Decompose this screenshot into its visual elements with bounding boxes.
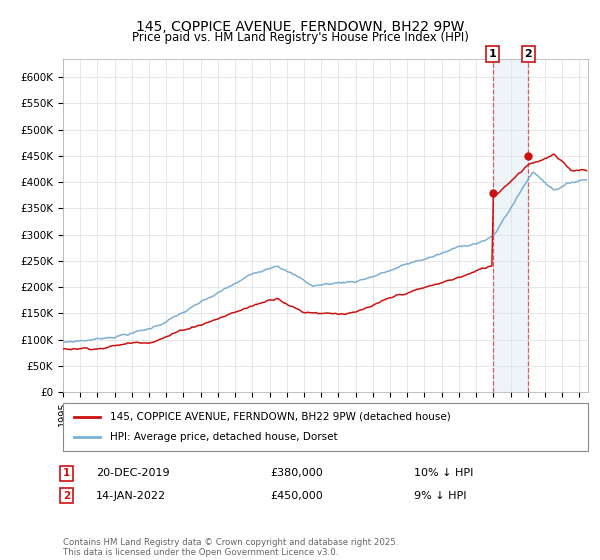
Text: 1: 1 [489, 49, 497, 59]
Text: 14-JAN-2022: 14-JAN-2022 [96, 491, 166, 501]
Text: HPI: Average price, detached house, Dorset: HPI: Average price, detached house, Dors… [110, 432, 338, 442]
Text: 1: 1 [63, 468, 70, 478]
Text: Price paid vs. HM Land Registry's House Price Index (HPI): Price paid vs. HM Land Registry's House … [131, 31, 469, 44]
Bar [493, 59, 529, 392]
Text: 2: 2 [63, 491, 70, 501]
FancyBboxPatch shape [63, 403, 588, 451]
Text: 9% ↓ HPI: 9% ↓ HPI [414, 491, 467, 501]
Text: 10% ↓ HPI: 10% ↓ HPI [414, 468, 473, 478]
Text: £450,000: £450,000 [270, 491, 323, 501]
Text: 20-DEC-2019: 20-DEC-2019 [96, 468, 170, 478]
Text: 2: 2 [524, 49, 532, 59]
Text: £380,000: £380,000 [270, 468, 323, 478]
Text: Contains HM Land Registry data © Crown copyright and database right 2025.
This d: Contains HM Land Registry data © Crown c… [63, 538, 398, 557]
Text: 145, COPPICE AVENUE, FERNDOWN, BH22 9PW (detached house): 145, COPPICE AVENUE, FERNDOWN, BH22 9PW … [110, 412, 451, 422]
Text: 145, COPPICE AVENUE, FERNDOWN, BH22 9PW: 145, COPPICE AVENUE, FERNDOWN, BH22 9PW [136, 20, 464, 34]
